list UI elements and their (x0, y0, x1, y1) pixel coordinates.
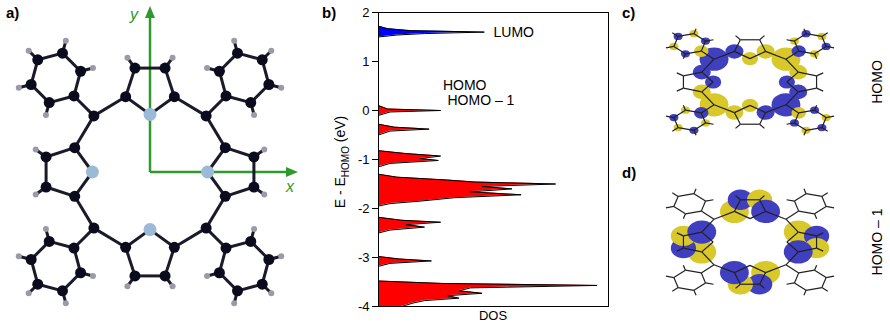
svg-text:LUMO: LUMO (494, 24, 535, 40)
svg-text:1: 1 (362, 54, 369, 69)
svg-text:HOMO – 1: HOMO – 1 (448, 92, 515, 108)
svg-text:x: x (285, 178, 295, 195)
svg-text:HOMO: HOMO (869, 60, 885, 104)
svg-text:y: y (129, 6, 139, 23)
svg-text:DOS: DOS (479, 308, 508, 323)
svg-text:E - EHOMO (eV): E - EHOMO (eV) (332, 116, 351, 209)
svg-text:-1: -1 (358, 152, 370, 167)
svg-text:HOMO – 1: HOMO – 1 (869, 208, 885, 275)
svg-text:0: 0 (362, 103, 369, 118)
svg-text:b): b) (322, 4, 336, 21)
svg-text:a): a) (6, 4, 19, 21)
svg-text:d): d) (622, 164, 636, 181)
svg-text:-2: -2 (358, 201, 370, 216)
svg-text:-3: -3 (358, 250, 370, 265)
svg-text:HOMO: HOMO (443, 77, 487, 93)
svg-text:-4: -4 (358, 299, 370, 314)
svg-text:2: 2 (362, 5, 369, 20)
svg-text:c): c) (622, 4, 635, 21)
